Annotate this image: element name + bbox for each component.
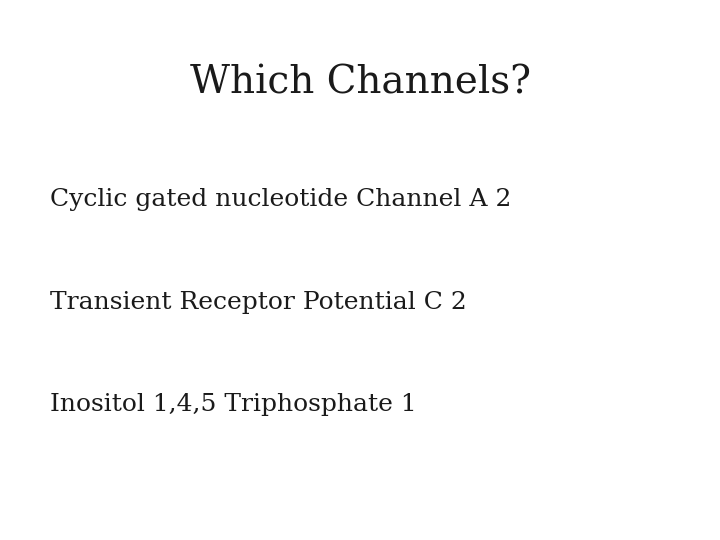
Text: Inositol 1,4,5 Triphosphate 1: Inositol 1,4,5 Triphosphate 1 — [50, 394, 417, 416]
Text: Cyclic gated nucleotide Channel A 2: Cyclic gated nucleotide Channel A 2 — [50, 188, 512, 211]
Text: Transient Receptor Potential C 2: Transient Receptor Potential C 2 — [50, 291, 467, 314]
Text: Which Channels?: Which Channels? — [189, 65, 531, 102]
